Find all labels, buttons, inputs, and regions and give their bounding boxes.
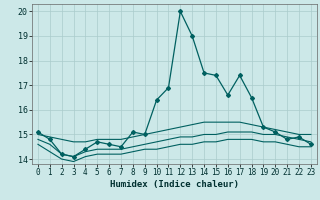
X-axis label: Humidex (Indice chaleur): Humidex (Indice chaleur): [110, 180, 239, 189]
